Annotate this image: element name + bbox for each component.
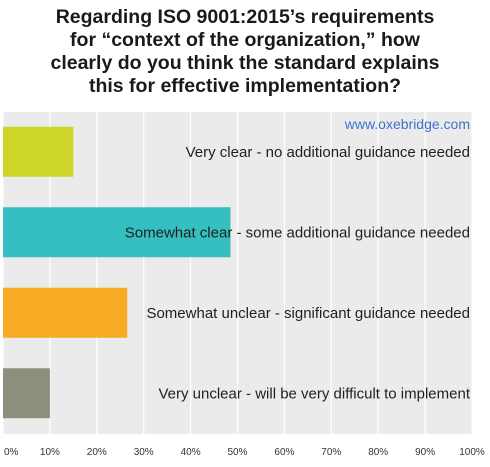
category-label-4: Very unclear - will be very difficult to… bbox=[158, 385, 470, 402]
x-tick-label: 30% bbox=[134, 447, 154, 458]
category-label-3: Somewhat unclear - significant guidance … bbox=[146, 305, 470, 322]
x-tick-label: 50% bbox=[227, 447, 247, 458]
x-tick-label: 90% bbox=[415, 447, 435, 458]
bar-2 bbox=[3, 207, 231, 258]
x-tick-label: 20% bbox=[87, 447, 107, 458]
category-label-1: Very clear - no additional guidance need… bbox=[186, 144, 470, 161]
x-tick-label: 100% bbox=[459, 447, 485, 458]
x-tick-label: 80% bbox=[368, 447, 388, 458]
x-tick-label: 60% bbox=[274, 447, 294, 458]
bar-3 bbox=[3, 287, 128, 338]
bars bbox=[3, 126, 231, 419]
x-tick-label: 40% bbox=[181, 447, 201, 458]
category-labels: Very clear - no additional guidance need… bbox=[125, 144, 471, 403]
x-tick-label: 10% bbox=[40, 447, 60, 458]
x-axis-ticks: 0% 10% 20% 30% 40% 50% 60% 70% 80% 90% 100% bbox=[4, 447, 485, 458]
chart-title: Regarding ISO 9001:2015’s requirements f… bbox=[50, 6, 440, 97]
x-tick-label: 0% bbox=[4, 447, 19, 458]
bar-4 bbox=[3, 368, 50, 419]
bar-1 bbox=[3, 126, 74, 177]
category-label-2: Somewhat clear - some additional guidanc… bbox=[125, 224, 470, 241]
watermark: www.oxebridge.com bbox=[344, 116, 470, 132]
x-tick-label: 70% bbox=[321, 447, 341, 458]
